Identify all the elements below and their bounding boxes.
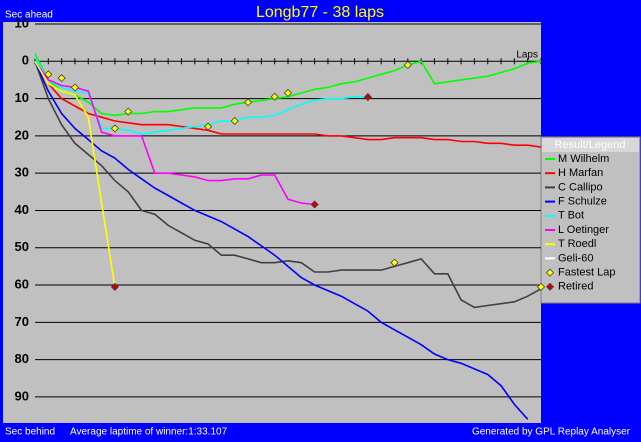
y-tick-label: 20 bbox=[15, 127, 29, 142]
legend-label: T Roedl bbox=[558, 238, 596, 250]
x-axis-label: Laps bbox=[516, 50, 538, 61]
legend-header bbox=[542, 138, 639, 152]
fastest-lap-marker bbox=[390, 258, 399, 267]
y-tick-label: 90 bbox=[15, 388, 29, 403]
series-line bbox=[34, 60, 542, 148]
y-tick-label: 60 bbox=[15, 276, 29, 291]
fastest-lap-marker bbox=[536, 282, 546, 291]
chart-title: Longb77 - 38 laps bbox=[256, 4, 384, 21]
retired-marker bbox=[363, 93, 372, 102]
fastest-lap-marker bbox=[270, 92, 279, 101]
footer-note: Average laptime of winner:1:33.107 bbox=[70, 427, 228, 438]
fastest-lap-marker bbox=[70, 83, 80, 92]
series-line bbox=[34, 61, 542, 309]
legend-label: M Wilhelm bbox=[558, 153, 609, 165]
fastest-lap-marker bbox=[243, 98, 253, 107]
fastest-lap-marker bbox=[110, 124, 119, 133]
legend-marker bbox=[545, 268, 555, 277]
fastest-lap-marker bbox=[57, 74, 66, 83]
fastest-lap-marker bbox=[124, 107, 133, 116]
legend-label: F Schulze bbox=[558, 196, 607, 208]
series-line bbox=[34, 60, 116, 288]
legend-label: C Callipo bbox=[558, 181, 603, 193]
y-tick-label: 80 bbox=[15, 351, 29, 366]
y-label-top: Sec ahead bbox=[5, 10, 53, 21]
legend-label: H Marfan bbox=[558, 167, 603, 179]
fastest-lap-marker bbox=[230, 116, 239, 126]
fastest-lap-marker bbox=[44, 70, 53, 79]
series-line bbox=[34, 60, 529, 420]
fastest-lap-marker bbox=[403, 60, 412, 70]
y-label-bottom: Sec behind bbox=[5, 427, 55, 438]
y-tick-label: 50 bbox=[15, 239, 29, 254]
retired-marker bbox=[310, 200, 319, 209]
y-tick-label: 30 bbox=[15, 165, 29, 180]
legend-label: Fastest Lap bbox=[558, 267, 615, 279]
legend-marker bbox=[545, 282, 555, 291]
legend-label: T Bot bbox=[558, 210, 584, 222]
retired-marker bbox=[110, 282, 119, 291]
legend-title: Result/Legend bbox=[555, 139, 626, 151]
legend-box bbox=[540, 136, 641, 304]
y-tick-label: 10 bbox=[15, 15, 29, 30]
series-line bbox=[34, 60, 315, 206]
y-tick-label: 40 bbox=[15, 202, 29, 217]
legend-label: Retired bbox=[558, 281, 593, 293]
credit: Generated by GPL Replay Analyser bbox=[472, 427, 631, 438]
y-tick-label: 10 bbox=[15, 90, 29, 105]
y-tick-label: 70 bbox=[15, 314, 29, 329]
fastest-lap-marker bbox=[204, 122, 213, 131]
y-tick-label: 0 bbox=[22, 53, 29, 68]
plot-area bbox=[3, 22, 541, 423]
legend-label: Geli-60 bbox=[558, 252, 593, 264]
legend-label: L Oetinger bbox=[558, 224, 609, 236]
fastest-lap-marker bbox=[283, 88, 293, 98]
